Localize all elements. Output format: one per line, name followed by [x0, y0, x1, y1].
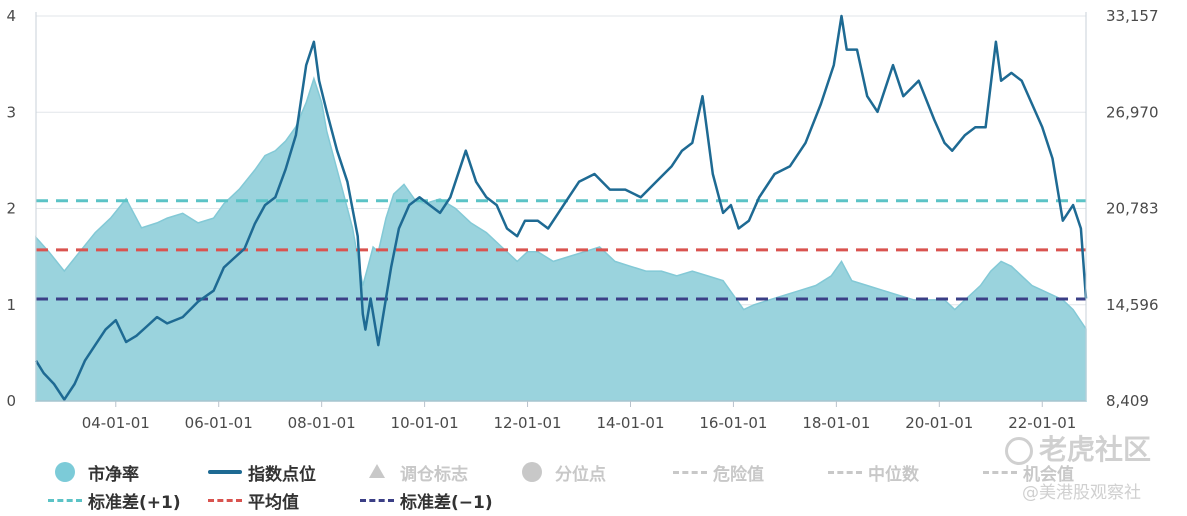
legend-item-std-plus[interactable]: 标准差(+1) — [48, 487, 181, 513]
legend-item-danger[interactable]: 危险值 — [673, 459, 764, 485]
dash-line-icon — [828, 462, 862, 482]
right-tick-label: 26,970 — [1106, 103, 1159, 121]
legend-label: 调仓标志 — [400, 464, 468, 485]
x-tick-label: 10-01-01 — [391, 414, 459, 432]
right-tick-label: 14,596 — [1106, 296, 1159, 314]
legend-label: 市净率 — [88, 464, 139, 485]
pb-area — [35, 76, 1087, 402]
legend-label: 标准差(+1) — [88, 492, 181, 513]
legend-label: 机会值 — [1023, 464, 1074, 485]
legend-label: 中位数 — [868, 464, 919, 485]
circle-icon — [48, 462, 82, 482]
legend-item-mean[interactable]: 平均值 — [208, 487, 299, 513]
left-tick-label: 1 — [6, 296, 16, 314]
legend-label: 平均值 — [248, 492, 299, 513]
dash-line-icon — [208, 490, 242, 510]
legend-item-index[interactable]: 指数点位 — [208, 459, 316, 485]
paw-icon — [1005, 437, 1033, 465]
legend-item-rebalance[interactable]: 调仓标志 — [360, 459, 468, 485]
left-tick-label: 0 — [6, 392, 16, 410]
x-tick-label: 20-01-01 — [905, 414, 973, 432]
left-tick-label: 4 — [6, 7, 16, 25]
left-tick-label: 2 — [6, 200, 16, 218]
legend-item-std-minus[interactable]: 标准差(−1) — [360, 487, 493, 513]
x-tick-label: 18-01-01 — [802, 414, 870, 432]
legend-label: 指数点位 — [248, 464, 316, 485]
dash-line-icon — [48, 490, 82, 510]
legend-label: 标准差(−1) — [400, 492, 493, 513]
legend-item-percentile[interactable]: 分位点 — [515, 459, 606, 485]
left-tick-label: 3 — [6, 103, 16, 121]
circle-icon — [515, 462, 549, 482]
legend: 市净率 指数点位 调仓标志 分位点 危险值 中位数 机会值 标准差(+1) 平均… — [0, 455, 1187, 516]
chart: 0 1 2 3 4 8,409 14,596 20,783 26,970 33,157 04-01-… — [6, 7, 1158, 432]
legend-item-median[interactable]: 中位数 — [828, 459, 919, 485]
line-icon — [208, 462, 242, 482]
legend-label: 分位点 — [555, 464, 606, 485]
index-line — [34, 14, 1088, 401]
dash-line-icon — [983, 462, 1017, 482]
right-tick-label: 33,157 — [1106, 7, 1159, 25]
triangle-icon — [360, 462, 394, 482]
right-tick-label: 20,783 — [1106, 200, 1159, 218]
right-tick-label: 8,409 — [1106, 392, 1149, 410]
legend-item-opportunity[interactable]: 机会值 — [983, 459, 1074, 485]
axes: 0 1 2 3 4 8,409 14,596 20,783 26,970 33,157 04-01-… — [6, 7, 1158, 432]
x-tick-label: 12-01-01 — [493, 414, 561, 432]
watermark-logo: 老虎社区 — [1005, 428, 1151, 468]
x-tick-label: 08-01-01 — [288, 414, 356, 432]
legend-label: 危险值 — [713, 464, 764, 485]
x-tick-label: 14-01-01 — [596, 414, 664, 432]
watermark-handle: @美港股观察社 — [1022, 483, 1141, 503]
x-tick-label: 04-01-01 — [82, 414, 150, 432]
x-tick-label: 22-01-01 — [1008, 414, 1076, 432]
x-tick-label: 16-01-01 — [699, 414, 767, 432]
legend-item-pb[interactable]: 市净率 — [48, 459, 139, 485]
dash-line-icon — [360, 490, 394, 510]
x-tick-label: 06-01-01 — [185, 414, 253, 432]
dash-line-icon — [673, 462, 707, 482]
